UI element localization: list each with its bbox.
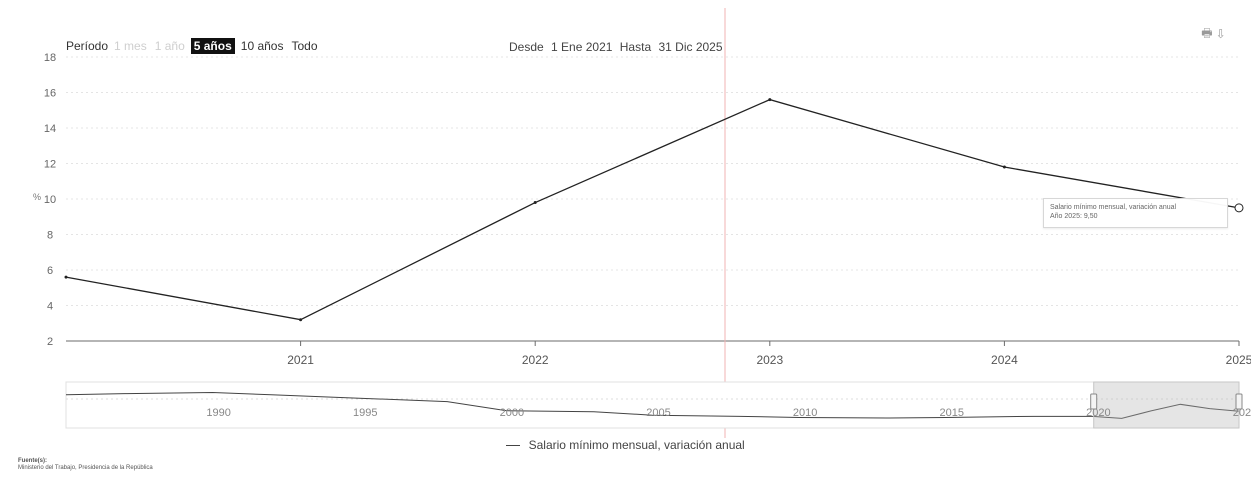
y-tick-label-10: 10: [44, 194, 56, 206]
period-selector: Período 1 mes 1 año 5 años 10 años Todo: [66, 38, 320, 54]
navigator-selected-range[interactable]: [1093, 381, 1240, 429]
tooltip-series: Salario mínimo mensual, variación anual: [1050, 204, 1177, 211]
x-tick-label-2021: 2021: [287, 353, 314, 367]
data-point-2022[interactable]: [533, 201, 537, 205]
navigator-frame: [65, 381, 1240, 429]
x-tick-label-2022: 2022: [522, 353, 549, 367]
tooltip: Salario mínimo mensual, variación anual …: [1043, 198, 1228, 228]
y-tick-label-4: 4: [47, 301, 53, 313]
y-tick-label-6: 6: [47, 265, 53, 277]
date-range: Desde 1 Ene 2021 Hasta 31 Dic 2025: [509, 40, 727, 54]
legend[interactable]: Salario mínimo mensual, variación anual: [0, 438, 1251, 452]
legend-series-label: Salario mínimo mensual, variación anual: [528, 438, 745, 452]
navigator-tick-label-2000: 2000: [500, 407, 524, 419]
period-option-1-month[interactable]: 1 mes: [114, 39, 147, 53]
navigator-series-line: [65, 392, 1240, 419]
export-button[interactable]: 🖶 ⇩: [1195, 26, 1233, 42]
y-tick-label-16: 16: [44, 88, 56, 100]
navigator-right-handle[interactable]: [1235, 393, 1243, 410]
legend-line-swatch: [506, 445, 521, 447]
y-tick-label-18: 18: [44, 52, 56, 64]
x-tick-label-2023: 2023: [756, 353, 783, 367]
y-tick-label-12: 12: [44, 159, 56, 171]
data-point-2021[interactable]: [299, 318, 303, 322]
data-point-2025[interactable]: [1234, 203, 1244, 213]
navigator-tick-label-2010: 2010: [793, 407, 817, 419]
download-icon: ⇩: [1215, 27, 1227, 41]
series-line[interactable]: [65, 98, 1240, 321]
navigator-tick-label-2015: 2015: [940, 407, 964, 419]
data-point-2020[interactable]: [64, 275, 68, 279]
y-axis-label: %: [33, 192, 41, 202]
y-tick-label-14: 14: [44, 123, 56, 135]
navigator-left-handle[interactable]: [1090, 393, 1098, 410]
range-to-label: Hasta: [619, 40, 652, 54]
sources-text: Ministerio del Trabajo, Presidencia de l…: [18, 465, 153, 471]
navigator-tick-label-1990: 1990: [206, 407, 230, 419]
data-point-2024[interactable]: [1002, 165, 1006, 169]
x-tick-label-2024: 2024: [991, 353, 1018, 367]
data-point-2023[interactable]: [768, 98, 772, 102]
period-option-all[interactable]: Todo: [291, 39, 318, 53]
navigator-tick-label-2025: 2025: [1233, 407, 1251, 419]
printer-icon: 🖶: [1201, 25, 1214, 40]
sources-label: Fuente(s):: [18, 458, 47, 464]
period-option-10-years[interactable]: 10 años: [240, 39, 284, 53]
navigator-tick-label-1995: 1995: [353, 407, 377, 419]
range-from-input[interactable]: 1 Ene 2021: [551, 40, 613, 54]
period-label: Período: [66, 39, 109, 53]
y-tick-label-8: 8: [47, 230, 53, 242]
y-tick-label-2: 2: [47, 336, 53, 348]
period-option-1-year[interactable]: 1 año: [154, 39, 185, 53]
range-from-label: Desde: [509, 40, 544, 54]
chart-svg: 2 4 6 8 10 12 14 16 18% 2021 2022 2023 2024 2025 1990 1…: [33, 8, 1251, 438]
tooltip-value: Año 2025: 9,50: [1050, 213, 1098, 220]
sources: Fuente(s): Ministerio del Trabajo, Presi…: [18, 458, 153, 472]
navigator-tick-label-2020: 2020: [1086, 407, 1110, 419]
navigator-tick-label-2005: 2005: [646, 407, 670, 419]
period-option-5-years[interactable]: 5 años: [190, 38, 235, 54]
x-tick-label-2025: 2025: [1226, 353, 1251, 367]
range-to-input[interactable]: 31 Dic 2025: [658, 40, 723, 54]
